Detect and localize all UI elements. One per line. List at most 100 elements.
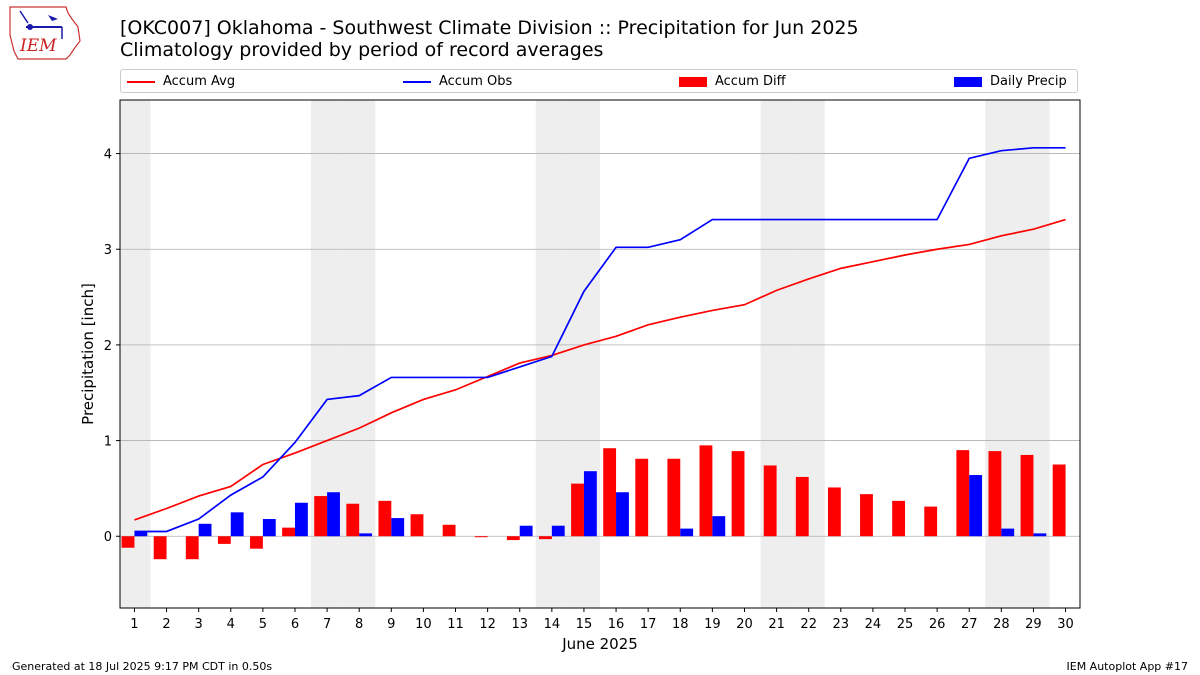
bar-accum-diff [731, 451, 745, 537]
x-tick-label: 6 [291, 617, 299, 632]
line-accum-avg [134, 218, 1066, 521]
bar-accum-diff [956, 450, 970, 537]
bar-daily-precip [262, 519, 276, 537]
x-tick-label: 12 [479, 617, 496, 632]
bar-daily-precip [391, 518, 405, 537]
x-tick-label: 16 [608, 617, 625, 632]
bar-daily-precip [969, 475, 983, 537]
legend-label-accum-diff: Accum Diff [715, 74, 786, 89]
x-tick-label: 22 [800, 617, 817, 632]
x-tick-label: 17 [640, 617, 657, 632]
legend-label-daily-precip: Daily Precip [990, 74, 1067, 89]
bar-accum-diff [346, 503, 360, 537]
bar-accum-diff [442, 524, 456, 537]
bar-accum-diff [860, 494, 873, 537]
weekend-band [120, 100, 151, 608]
bar-daily-precip [359, 533, 373, 537]
bar-accum-diff [924, 506, 938, 537]
x-tick-label: 2 [162, 617, 170, 632]
x-tick-label: 21 [768, 617, 785, 632]
x-tick-label: 9 [387, 617, 395, 632]
bar-accum-diff [988, 451, 1002, 537]
y-tick-label: 3 [104, 243, 112, 258]
line-accum-obs [134, 146, 1066, 533]
bar-accum-diff [667, 458, 681, 537]
bar-accum-diff [699, 445, 713, 537]
iem-logo: IEM [9, 6, 81, 60]
bar-accum-diff [827, 487, 841, 537]
x-tick-label: 28 [993, 617, 1010, 632]
x-tick-label: 30 [1057, 617, 1074, 632]
bar-accum-diff [250, 536, 263, 549]
bar-daily-precip [1033, 533, 1047, 537]
x-tick-label: 15 [576, 617, 593, 632]
bar-daily-precip [294, 502, 308, 537]
bar-daily-precip [519, 525, 533, 537]
bar-accum-diff [474, 536, 488, 538]
precipitation-chart: 1 2 3 4 5 6 7 8 9 10 11 12 13 14 15 16 17 18 19 20 21 22 23 24 2… [79, 99, 1081, 653]
bar-accum-diff [763, 465, 777, 537]
bar-accum-diff [410, 514, 424, 537]
x-tick-label: 3 [195, 617, 203, 632]
bar-accum-diff [538, 536, 552, 540]
x-tick-label: 14 [544, 617, 561, 632]
bar-daily-precip [680, 528, 694, 537]
y-tick-label: 2 [104, 339, 112, 354]
x-tick-label: 26 [929, 617, 946, 632]
bar-daily-precip [551, 525, 565, 537]
y-tick-label: 4 [104, 148, 112, 163]
bar-accum-diff [892, 500, 906, 537]
legend: Accum Avg Accum Obs Accum Diff Daily Pre… [120, 69, 1078, 93]
bar-accum-diff [603, 448, 617, 537]
bar-accum-diff [506, 536, 520, 541]
bar-accum-diff [153, 536, 167, 560]
bar-daily-precip [1001, 528, 1015, 537]
x-tick-label: 23 [833, 617, 850, 632]
chart-title: [OKC007] Oklahoma - Southwest Climate Di… [120, 17, 859, 39]
x-axis-label: June 2025 [561, 635, 638, 653]
y-tick-label: 0 [104, 530, 112, 545]
legend-swatch-accum-diff [679, 77, 707, 87]
bar-accum-diff [282, 527, 295, 537]
x-tick-label: 27 [961, 617, 978, 632]
x-tick-label: 1 [130, 617, 138, 632]
legend-swatch-daily-precip [954, 77, 982, 87]
bar-accum-diff [1052, 464, 1066, 537]
footer-app: IEM Autoplot App #17 [1066, 660, 1189, 673]
x-tick-label: 13 [511, 617, 528, 632]
bar-daily-precip [327, 492, 340, 537]
legend-label-accum-obs: Accum Obs [439, 74, 513, 89]
bar-accum-diff [185, 536, 199, 560]
bar-daily-precip [712, 516, 726, 537]
legend-swatch-accum-avg [127, 81, 155, 83]
footer-generated: Generated at 18 Jul 2025 9:17 PM CDT in … [12, 660, 273, 673]
bar-accum-diff [571, 483, 584, 537]
bar-daily-precip [134, 531, 148, 537]
x-tick-label: 18 [672, 617, 689, 632]
legend-swatch-accum-obs [403, 81, 431, 83]
x-tick-label: 10 [415, 617, 432, 632]
x-tick-label: 4 [227, 617, 235, 632]
bar-daily-precip [230, 512, 244, 537]
bar-accum-diff [635, 458, 649, 537]
y-tick-label: 1 [104, 435, 112, 450]
x-tick-label: 5 [259, 617, 267, 632]
x-tick-label: 24 [865, 617, 882, 632]
x-tick-label: 11 [447, 617, 464, 632]
bar-accum-diff [795, 476, 809, 537]
x-tick-label: 29 [1025, 617, 1042, 632]
chart-subtitle: Climatology provided by period of record… [120, 39, 604, 61]
x-tick-label: 7 [323, 617, 331, 632]
weekend-band [535, 100, 568, 608]
bar-accum-diff [121, 536, 135, 548]
bar-accum-diff [314, 496, 328, 537]
x-tick-label: 19 [704, 617, 721, 632]
bar-accum-diff [378, 500, 392, 537]
y-axis-label: Precipitation [inch] [79, 283, 97, 425]
plot-frame [119, 99, 1081, 609]
logo-text: IEM [19, 36, 57, 56]
bar-accum-diff [1020, 454, 1034, 537]
legend-label-accum-avg: Accum Avg [163, 74, 236, 89]
x-tick-label: 20 [736, 617, 753, 632]
x-tick-label: 8 [355, 617, 363, 632]
